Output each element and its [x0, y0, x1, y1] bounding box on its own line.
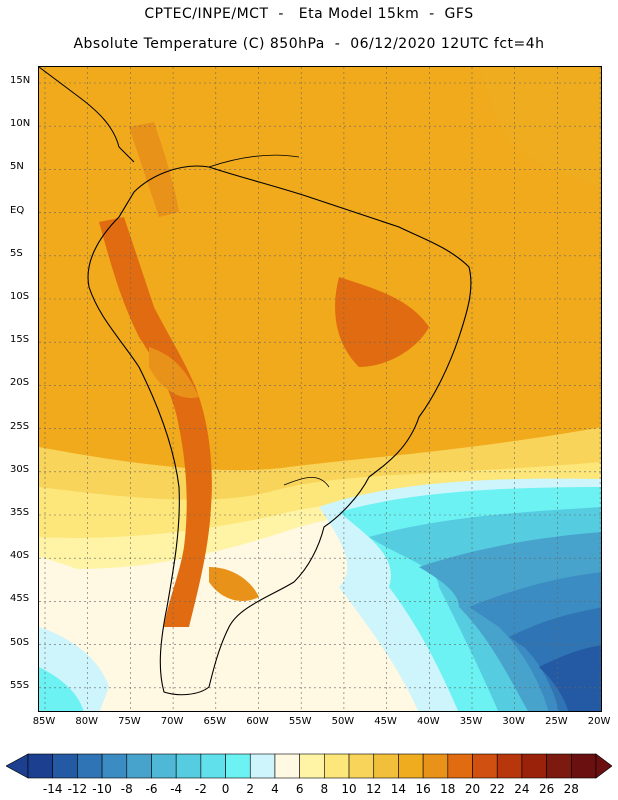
lon-label: 60W [246, 716, 269, 727]
colorbar-segment [398, 753, 424, 779]
south-america-outline [87, 165, 472, 696]
colorbar-segment [348, 753, 375, 779]
colorbar-tick-label: 4 [271, 782, 279, 796]
lat-label: 50S [10, 636, 30, 648]
lat-label: 10S [10, 291, 30, 302]
colorbar-tick-label: -12 [67, 782, 88, 796]
colorbar-segment [546, 753, 572, 779]
colorbar-tick-label: 0 [221, 782, 230, 796]
colorbar-tick-label: 12 [366, 782, 382, 796]
colorbar-tick-label: 14 [390, 782, 407, 796]
lon-label: 20W [587, 716, 611, 727]
lat-label: 15S [10, 334, 30, 346]
lon-label: 40W [416, 716, 440, 727]
lon-label: 25W [545, 716, 568, 727]
brazil-warm [335, 277, 429, 367]
rio-de-la-plata [283, 476, 330, 488]
colorbar-tick-label: 10 [341, 782, 357, 796]
band-neg14-12 [539, 645, 601, 711]
lon-label: 35W [459, 716, 483, 727]
lat-label: 10N [10, 118, 31, 130]
colorbar-tick-label: 8 [320, 782, 329, 796]
colorbar-segment [324, 753, 350, 779]
lon-label: 45W [374, 716, 397, 727]
caribbean-coast [208, 154, 300, 168]
colorbar-segment [274, 753, 300, 779]
colorbar-segment [200, 753, 226, 779]
colorbar-segment [496, 753, 523, 779]
lon-label: 80W [75, 716, 98, 727]
colorbar-tick-label: 28 [563, 782, 579, 796]
colorbar-tick-label: -4 [170, 782, 183, 796]
colorbar-tick-label: 26 [538, 782, 555, 796]
lat-label: 55S [10, 679, 30, 691]
lon-label: 65W [203, 716, 227, 727]
colorbar-tick-label: -14 [42, 782, 63, 796]
colorbar-tick-label: 22 [489, 782, 505, 796]
lat-label: 45S [10, 593, 30, 605]
colorbar-tick-label: 18 [440, 782, 456, 796]
lon-label: 50W [331, 716, 355, 727]
colorbar-segment [472, 753, 498, 779]
lat-label: 25S [10, 420, 30, 432]
colorbar-tick-label: -2 [194, 782, 207, 796]
lon-label: 75W [118, 716, 141, 727]
lon-label: 70W [160, 716, 184, 727]
colorbar [6, 753, 612, 779]
colorbar-tick-label: 20 [464, 782, 481, 796]
lat-label: 15N [10, 75, 31, 86]
colorbar-segment [52, 753, 78, 779]
lat-label: 5N [10, 161, 24, 173]
colorbar-segment [101, 753, 128, 779]
ne-atlantic [479, 67, 601, 187]
patagonia-warm [209, 567, 259, 602]
colorbar-tick-label: 16 [415, 782, 431, 796]
title-line-2: Absolute Temperature (C) 850hPa - 06/12/… [73, 36, 545, 52]
colorbar-tick-label: -6 [145, 782, 158, 796]
colorbar-tick-label: 2 [246, 782, 255, 796]
colorbar-over-arrow [595, 753, 612, 779]
colorbar-tick-label: 24 [514, 782, 530, 796]
central-america-outline [39, 67, 135, 163]
lat-label: 30S [10, 463, 30, 475]
lat-label: 20S [10, 377, 30, 389]
colorbar-tick-label: -8 [120, 782, 133, 796]
colorbar-segment [373, 753, 399, 779]
lat-label: EQ [10, 204, 25, 216]
title-line-1: CPTEC/INPE/MCT - Eta Model 15km - GFS [144, 6, 474, 22]
colorbar-segment [249, 753, 276, 779]
colorbar-segment [521, 753, 547, 779]
lat-label: 35S [10, 507, 30, 518]
andes-ridge [99, 217, 212, 627]
graticule [39, 67, 601, 711]
colorbar-segment [422, 753, 449, 779]
colorbar-segment [225, 753, 251, 779]
colorbar-under-arrow [6, 753, 29, 779]
lon-label: 55W [288, 716, 312, 727]
colorbar-segment [447, 753, 473, 779]
altiplano-warm [149, 347, 199, 398]
colorbar-segment [571, 753, 597, 779]
colorbar-segment [77, 753, 103, 779]
colorbar-segment [299, 753, 325, 779]
colorbar-segment [175, 753, 202, 779]
lat-label: 5S [10, 247, 23, 259]
colorbar-segment [151, 753, 177, 779]
lon-label: 85W [32, 716, 56, 727]
colorbar-tick-label: 6 [295, 782, 304, 796]
lat-label: 40S [10, 550, 30, 562]
colorbar-segment [27, 753, 53, 779]
colorbar-segment [126, 753, 152, 779]
sw-pool-3 [39, 667, 84, 711]
colorbar-tick-label: -10 [92, 782, 112, 796]
temperature-map[interactable] [38, 66, 602, 712]
lon-label: 30W [502, 716, 525, 727]
